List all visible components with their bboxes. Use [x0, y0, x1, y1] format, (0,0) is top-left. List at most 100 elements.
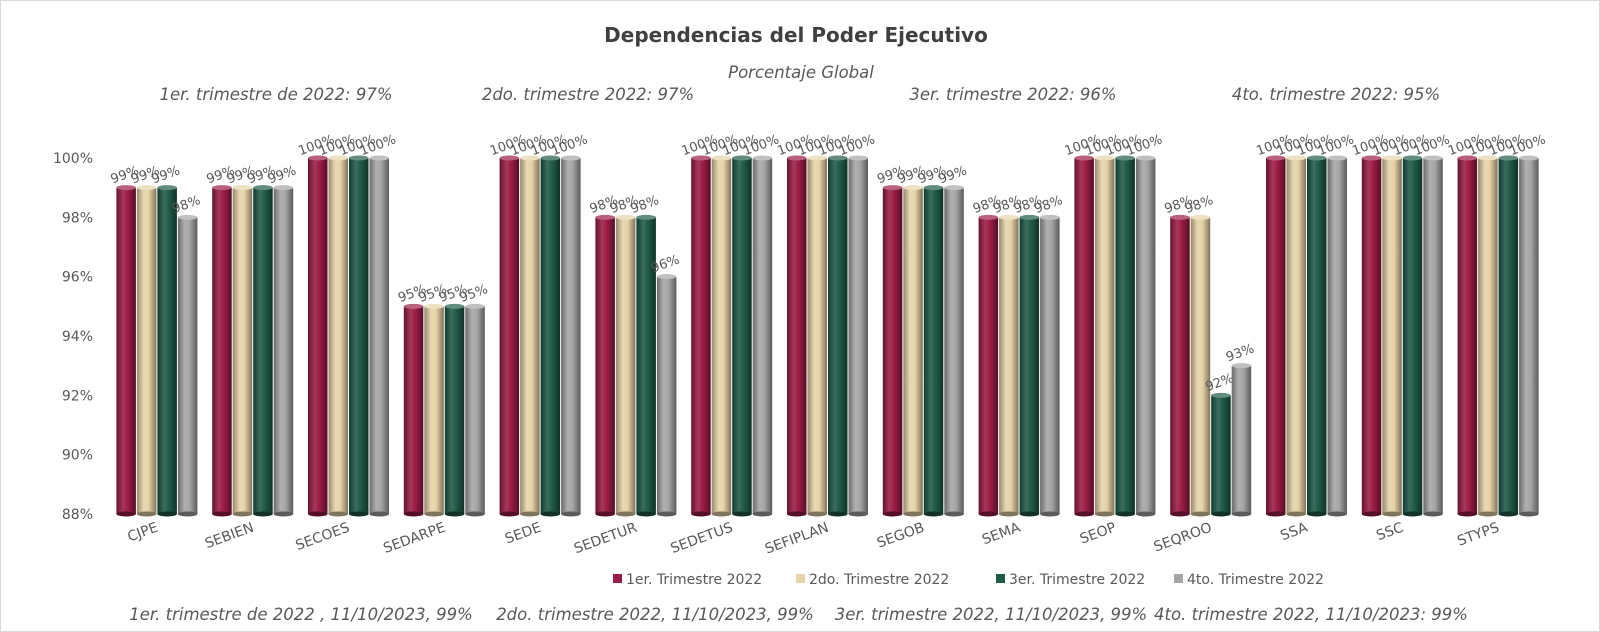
legend-label: 2do. Trimestre 2022: [809, 572, 949, 588]
quarter-summary-3: 3er. trimestre 2022: 96%: [909, 85, 1116, 104]
y-tick-label: 92%: [62, 388, 93, 404]
category-label: SEQROO: [1152, 520, 1214, 556]
bar: [595, 214, 615, 517]
chart-subtitle: Porcentaje Global: [728, 63, 874, 82]
chart-title: Dependencias del Poder Ejecutivo: [604, 23, 988, 47]
category-label: SECOES: [294, 520, 352, 554]
y-tick-label: 90%: [62, 448, 93, 464]
bar: [369, 155, 389, 517]
y-tick-label: 98%: [62, 210, 93, 226]
footer-note-3: 3er. trimestre 2022, 11/10/2023, 99%: [835, 605, 1147, 624]
footer-note-1: 1er. trimestre de 2022 , 11/10/2023, 99%: [129, 605, 473, 624]
bar: [273, 185, 294, 517]
footer-note-2: 2do. trimestre 2022, 11/10/2023, 99%: [496, 605, 814, 624]
bar: [944, 185, 964, 517]
bar: [499, 155, 520, 517]
category-label: SEDARPE: [381, 520, 447, 557]
bar: [1135, 155, 1156, 517]
bar: [923, 185, 944, 517]
y-tick-label: 100%: [53, 151, 93, 167]
legend-swatch: [796, 574, 805, 583]
category-label: SSC: [1374, 520, 1406, 545]
bar: [882, 185, 903, 517]
bar: [136, 185, 157, 517]
bar: [752, 155, 773, 517]
legend: 1er. Trimestre 2022 2do. Trimestre 2022 3e…: [613, 572, 1324, 588]
bar: [1190, 214, 1211, 517]
bar: [1211, 392, 1231, 517]
bar: [1040, 214, 1060, 517]
legend-swatch: [613, 574, 622, 583]
footer-note-4: 4to. trimestre 2022, 11/10/2023: 99%: [1154, 605, 1468, 624]
bar: [561, 155, 581, 517]
bar: [253, 185, 273, 517]
bar: [636, 214, 656, 517]
bar: [157, 185, 177, 517]
bar: [1519, 155, 1539, 517]
category-label: SEGOB: [875, 520, 927, 552]
bar: [116, 185, 136, 517]
category-label: CJPE: [125, 520, 160, 546]
bar: [1094, 155, 1115, 517]
bar: [656, 274, 677, 517]
legend-item: 4to. Trimestre 2022: [1174, 572, 1324, 588]
bar: [232, 185, 253, 517]
bar: [691, 155, 711, 517]
y-tick-label: 96%: [62, 270, 93, 286]
bar: [1115, 155, 1135, 517]
category-label: SEOP: [1078, 520, 1118, 548]
legend-label: 4to. Trimestre 2022: [1187, 572, 1324, 588]
bar: [1361, 155, 1382, 517]
bar: [848, 155, 868, 517]
bar: [1457, 155, 1478, 517]
bar: [1266, 155, 1286, 517]
bar: [1170, 214, 1190, 517]
bar: [1307, 155, 1327, 517]
y-tick-label: 88%: [62, 507, 93, 523]
legend-item: 3er. Trimestre 2022: [996, 572, 1145, 588]
data-label: 93%: [1224, 341, 1256, 365]
quarter-summary-4: 4to. trimestre 2022: 95%: [1232, 85, 1440, 104]
y-tick-label: 94%: [62, 329, 93, 345]
bar: [403, 303, 424, 517]
bar: [999, 214, 1019, 517]
bar: [1286, 155, 1306, 517]
bar: [711, 155, 732, 517]
bar: [520, 155, 540, 517]
bar: [828, 155, 848, 517]
legend-item: 2do. Trimestre 2022: [796, 572, 949, 588]
legend-item: 1er. Trimestre 2022: [613, 572, 762, 588]
legend-swatch: [996, 574, 1005, 583]
bar: [1019, 214, 1040, 517]
legend-label: 3er. Trimestre 2022: [1009, 572, 1145, 588]
bar: [465, 303, 485, 517]
bar: [177, 214, 198, 517]
bar: [1231, 363, 1252, 517]
bar: [1423, 155, 1443, 517]
bar: [1402, 155, 1423, 517]
category-label: SEMA: [980, 520, 1023, 549]
quarter-summary-1: 1er. trimestre de 2022: 97%: [159, 85, 392, 104]
bar: [1498, 155, 1519, 517]
bar: [978, 214, 999, 517]
bar: [903, 185, 923, 517]
legend-swatch: [1174, 574, 1183, 583]
category-label: STYPS: [1455, 520, 1501, 550]
bar: [1382, 155, 1402, 517]
bar: [349, 155, 369, 517]
category-label: SEBIEN: [203, 520, 256, 552]
category-label: SEFIPLAN: [763, 520, 831, 558]
bar: [424, 303, 444, 517]
category-label: SSA: [1278, 520, 1310, 545]
quarter-summary-2: 2do. trimestre 2022: 97%: [482, 85, 694, 104]
bar: [732, 155, 752, 517]
bar: [1327, 155, 1347, 517]
bar: [1074, 155, 1094, 517]
bar: [1478, 155, 1498, 517]
category-label: SEDETUS: [668, 520, 735, 557]
bar: [444, 303, 465, 517]
bar: [308, 155, 328, 517]
bar: [615, 214, 636, 517]
